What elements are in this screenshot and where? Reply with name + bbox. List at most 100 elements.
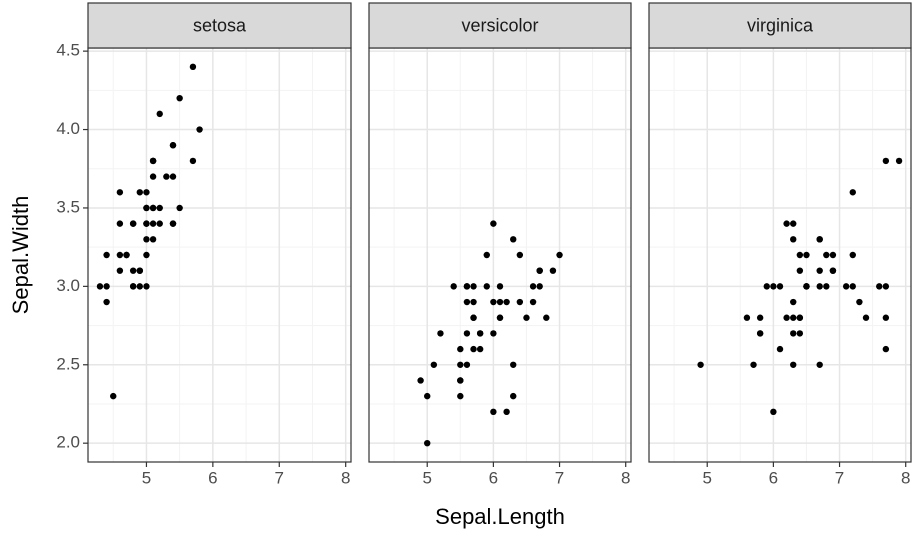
point — [457, 345, 464, 353]
point — [790, 236, 797, 243]
point — [189, 63, 197, 71]
panel-background — [88, 48, 351, 462]
point — [503, 408, 510, 416]
strip-label: setosa — [193, 15, 247, 35]
point — [849, 189, 856, 196]
point — [529, 298, 537, 306]
point — [529, 283, 537, 290]
point — [790, 330, 797, 337]
point — [116, 267, 124, 274]
point — [829, 251, 837, 259]
point — [756, 314, 764, 321]
point — [823, 283, 830, 290]
point — [96, 283, 104, 290]
y-tick-label: 3.5 — [56, 197, 80, 216]
point — [849, 283, 856, 290]
point — [510, 361, 517, 368]
point — [790, 220, 797, 227]
point — [796, 267, 804, 274]
point — [169, 220, 177, 227]
point — [149, 157, 157, 165]
point — [882, 283, 890, 290]
point — [496, 298, 504, 306]
point — [803, 283, 810, 290]
point — [816, 267, 823, 274]
point — [496, 314, 504, 321]
point — [149, 236, 157, 243]
point — [816, 283, 823, 290]
point — [470, 345, 477, 353]
point — [463, 283, 471, 290]
point — [143, 251, 150, 259]
point — [503, 298, 510, 306]
point — [697, 361, 704, 368]
point — [450, 283, 457, 290]
point — [790, 314, 797, 321]
point — [116, 251, 124, 259]
y-tick-label: 4.5 — [56, 41, 80, 60]
point — [476, 345, 484, 353]
point — [790, 361, 797, 368]
point — [770, 283, 777, 290]
point — [476, 330, 484, 337]
point — [510, 236, 517, 243]
point — [816, 236, 823, 243]
point — [549, 267, 557, 274]
point — [556, 251, 563, 259]
x-tick-label: 6 — [208, 468, 217, 487]
point — [536, 267, 543, 274]
point — [143, 236, 150, 243]
point — [510, 392, 517, 400]
point — [156, 110, 163, 118]
x-tick-label: 8 — [341, 468, 350, 487]
point — [790, 298, 797, 306]
y-tick-label: 2.5 — [56, 354, 80, 373]
point — [750, 361, 757, 368]
point — [470, 298, 477, 306]
point — [882, 157, 890, 165]
strip — [368, 2, 632, 49]
point — [116, 220, 124, 227]
point — [783, 220, 790, 227]
point — [516, 251, 524, 259]
point — [783, 314, 790, 321]
point — [424, 392, 431, 400]
point — [463, 298, 471, 306]
point — [189, 157, 197, 165]
point — [129, 267, 137, 274]
x-tick-label: 5 — [702, 468, 711, 487]
point — [882, 345, 890, 353]
strip-label: virginica — [747, 15, 814, 35]
x-tick-label: 7 — [555, 468, 564, 487]
point — [129, 220, 137, 227]
point — [849, 251, 856, 259]
x-axis-label: Sepal.Length — [435, 504, 565, 529]
point — [490, 330, 497, 337]
point — [756, 330, 764, 337]
point — [156, 220, 163, 227]
point — [136, 267, 144, 274]
point — [776, 283, 784, 290]
point — [829, 267, 837, 274]
point — [490, 220, 497, 227]
x-tick-label: 5 — [142, 468, 151, 487]
point — [776, 345, 784, 353]
y-axis-label: Sepal.Width — [8, 196, 33, 315]
point — [143, 204, 150, 212]
point — [457, 361, 464, 368]
panel-background — [369, 48, 631, 462]
point — [169, 173, 177, 180]
x-tick-label: 7 — [835, 468, 844, 487]
point — [796, 314, 804, 321]
x-tick-label: 8 — [621, 468, 630, 487]
point — [103, 251, 110, 259]
point — [543, 314, 550, 321]
point — [816, 361, 823, 368]
point — [523, 314, 530, 321]
point — [496, 283, 504, 290]
point — [876, 283, 883, 290]
point — [143, 220, 150, 227]
point — [470, 314, 477, 321]
point — [882, 314, 890, 321]
